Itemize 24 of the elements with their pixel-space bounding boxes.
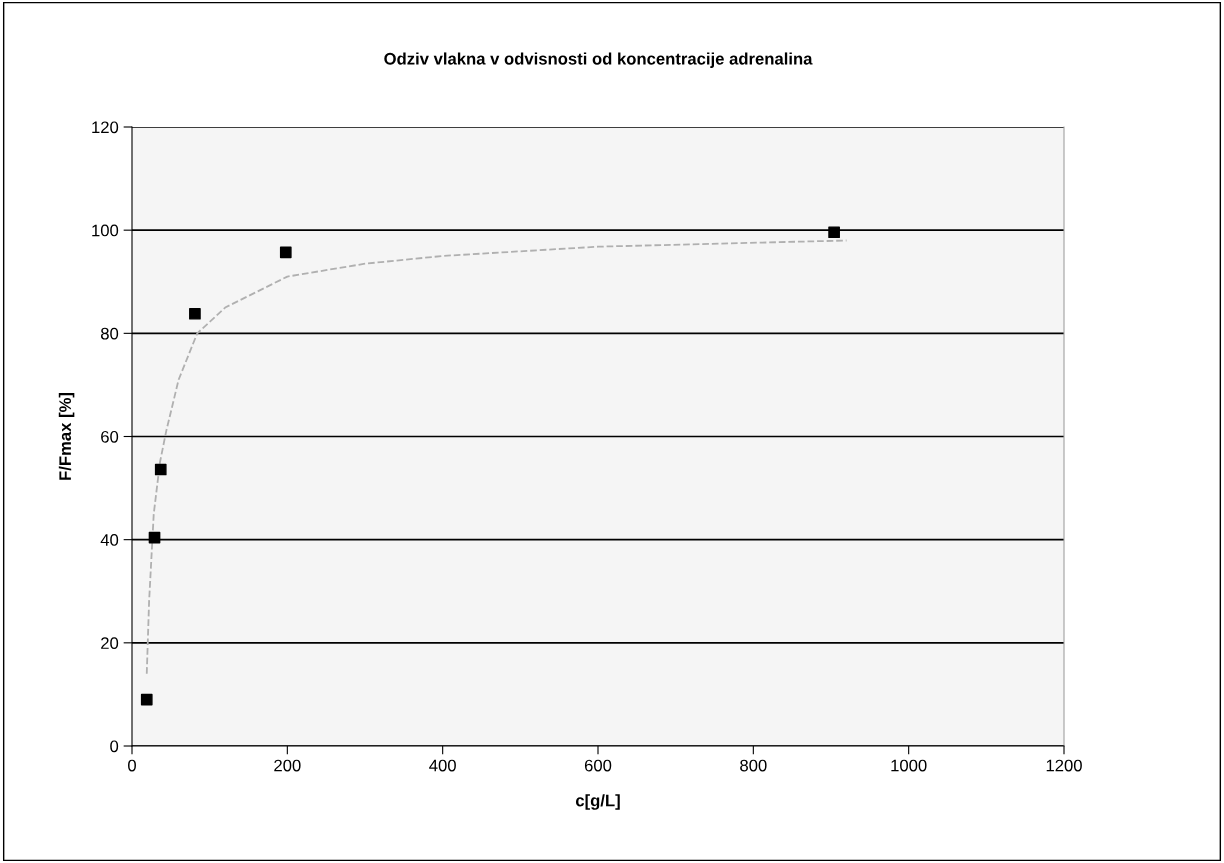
y-tick-label: 120	[92, 121, 119, 134]
line-series	[145, 239, 848, 675]
y-tick-label: 60	[101, 430, 119, 443]
x-tick-label: 0	[128, 759, 136, 772]
x-tick-label: 600	[584, 759, 612, 772]
chart-title: Odziv vlakna v odvisnosti od koncentracije adrenalina	[384, 52, 813, 68]
y-tick-label: 40	[100, 534, 119, 546]
x-tick-label: 800	[740, 759, 767, 772]
x-axis-title: c[g/L]	[575, 794, 620, 810]
x-tick-label: 1200	[1046, 759, 1082, 772]
y-tick-label: 80	[100, 327, 119, 340]
x-tick-label: 1000	[891, 759, 927, 772]
point	[189, 307, 201, 320]
x-tick-label: 400	[429, 759, 456, 772]
y-tick-label: 0	[110, 740, 119, 753]
point	[154, 463, 167, 476]
point	[279, 246, 292, 259]
y-tick-label: 20	[101, 637, 119, 650]
y-axis-title: F/Fmax [%]	[58, 392, 75, 480]
point	[148, 531, 161, 544]
y-tick-label: 100	[92, 224, 119, 237]
point	[140, 693, 153, 706]
point	[828, 226, 840, 239]
x-tick-label: 200	[274, 759, 301, 772]
